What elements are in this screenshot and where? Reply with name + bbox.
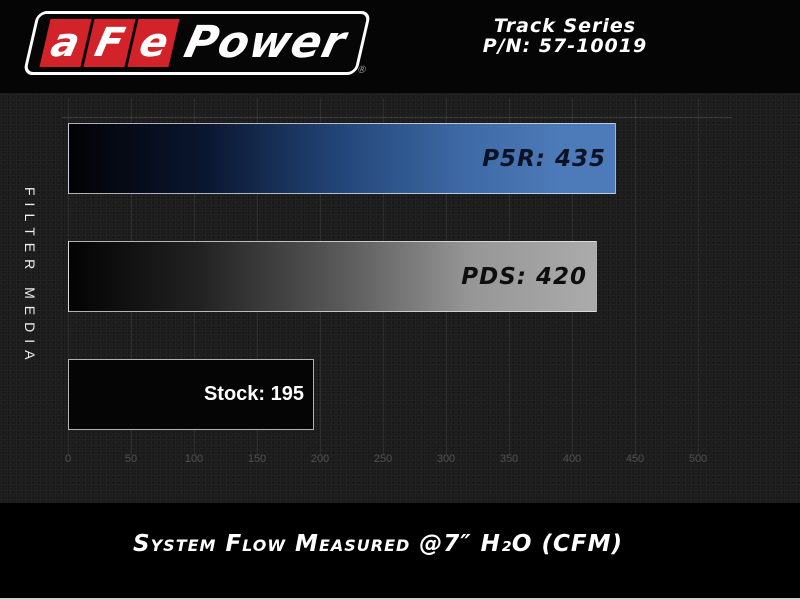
logo-letter-f: F [83,19,136,67]
x-tick-label: 350 [499,453,519,465]
x-tick-label: 50 [124,453,138,465]
x-tick-label: 250 [373,453,393,465]
registered-trademark-symbol: ® [355,65,369,76]
x-tick-label: 150 [247,453,267,465]
bar-value-label: PDS: 420 [461,263,587,290]
logo-letter-a: a [39,19,92,67]
logo-letter-e: e [127,19,181,67]
x-tick-label: 500 [688,453,708,465]
bar-stock: Stock: 195 [68,359,314,430]
x-tick-label: 300 [436,453,456,465]
afe-power-logo: a F e Power ® [22,11,372,76]
bar-value-label: P5R: 435 [482,145,606,172]
gridline [698,98,699,455]
bar-p5r: P5R: 435 [68,123,616,194]
footer-bar: System Flow Measured @7″ H₂O (CFM) [0,503,800,598]
header-bar: a F e Power ® Track Series P/N: 57-10019 [0,0,800,93]
x-axis-caption: System Flow Measured @7″ H₂O (CFM) [133,531,623,557]
bar-pds: PDS: 420 [68,241,597,312]
x-tick-label: 200 [310,453,330,465]
gridline [635,98,636,455]
part-number: P/N: 57-10019 [482,35,648,57]
bar-value-label: Stock: 195 [203,383,304,405]
x-tick-label: 400 [562,453,582,465]
plot-top-border [62,117,732,118]
x-tick-label: 450 [625,453,645,465]
product-info: Track Series P/N: 57-10019 [430,16,700,56]
series-name: Track Series [493,15,637,37]
x-tick-label: 0 [64,453,72,465]
chart-area: FILTER MEDIA 0 50 100 150 200 250 300 350 400 450… [0,93,800,503]
logo-wordmark: Power [179,17,352,68]
y-axis-label: FILTER MEDIA [22,186,38,367]
x-tick-label: 100 [184,453,204,465]
